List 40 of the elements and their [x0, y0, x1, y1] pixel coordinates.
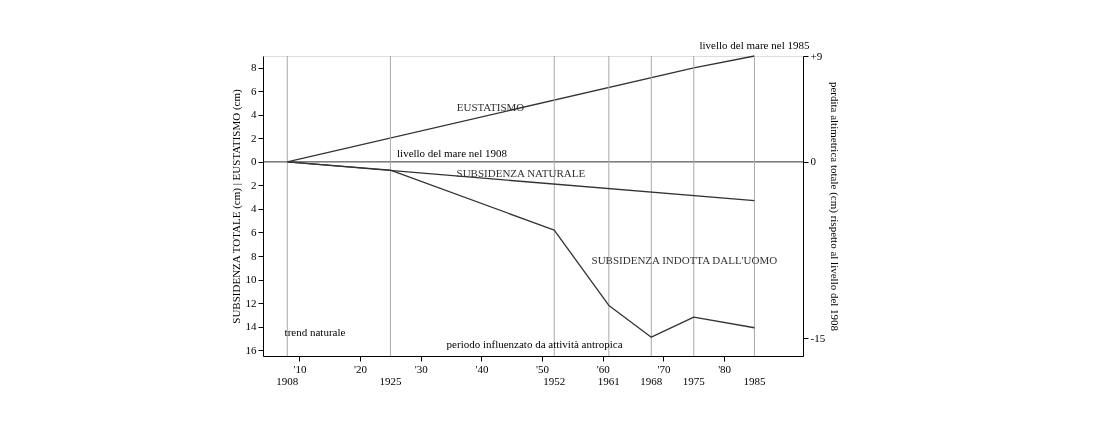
ref-line-label: 1961: [597, 375, 620, 387]
y-tick-label: 8: [251, 249, 257, 262]
x-tick-label: '30: [414, 362, 429, 375]
ref-line-label: 1975: [682, 375, 706, 387]
y2-axis-title: perdita altimetrica totale (cm) rispetto al livello del 1908: [828, 81, 842, 332]
annotation: livello del mare nel 1985: [699, 39, 810, 51]
series-label: EUSTATISMO: [456, 100, 525, 113]
y-tick-label: 12: [245, 296, 257, 309]
y-axis-title: SUBSIDENZA TOTALE (cm) | EUSTATISMO (cm): [229, 88, 243, 324]
y-tick-label: 10: [245, 273, 257, 286]
ref-line-label: 1952: [543, 375, 566, 387]
ref-line-label: 1925: [379, 375, 402, 387]
annotation: periodo influenzato da attività antropica: [446, 338, 623, 350]
series-label: SUBSIDENZA INDOTTA DALL'UOMO: [591, 253, 778, 266]
x-tick-label: '10: [293, 362, 307, 375]
x-tick-label: '80: [718, 362, 732, 375]
y-tick-label: 2: [251, 131, 257, 144]
y-tick-label: 16: [245, 343, 257, 356]
y-tick-label: 2: [251, 178, 257, 191]
x-tick-label: '70: [657, 362, 671, 375]
series-label: SUBSIDENZA NATURALE: [456, 167, 586, 180]
y-tick-label: 4: [251, 108, 257, 121]
ref-line-label: 1968: [640, 375, 663, 387]
y-tick-label: 14: [245, 320, 257, 333]
y-tick-label: 0: [251, 155, 257, 168]
y2-tick-label: 0: [810, 155, 817, 168]
y2-tick-label: +9: [810, 49, 823, 62]
x-tick-label: '50: [536, 362, 550, 375]
x-tick-label: '60: [596, 362, 611, 375]
y-tick-label: 8: [251, 61, 257, 74]
ref-line-label: livello del mare nel 1908: [397, 146, 508, 159]
y-tick-label: 6: [251, 84, 257, 97]
y-tick-label: 6: [251, 225, 257, 238]
annotation: trend naturale: [284, 326, 346, 338]
x-tick-label: '40: [475, 362, 489, 375]
x-tick-label: '20: [354, 362, 368, 375]
ref-line-label: 1985: [743, 375, 766, 387]
y2-tick-label: -15: [810, 331, 826, 344]
ref-line-label: 1908: [276, 375, 299, 387]
y-tick-label: 4: [251, 202, 257, 215]
